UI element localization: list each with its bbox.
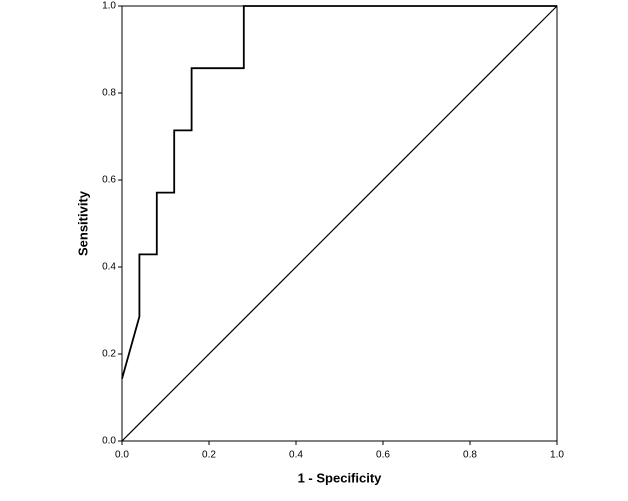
y-tick-label: 0.8 — [102, 88, 116, 99]
x-axis-title: 1 - Specificity — [298, 470, 383, 485]
x-tick-label: 0.8 — [463, 450, 477, 461]
x-tick-label: 1.0 — [550, 450, 564, 461]
y-tick-label: 0.4 — [102, 262, 116, 273]
reference-line — [121, 5, 558, 442]
x-tick-label: 0.0 — [115, 450, 129, 461]
y-tick-label: 0.0 — [102, 436, 116, 447]
y-tick-label: 0.2 — [102, 349, 116, 360]
y-axis-title: Sensitivity — [75, 190, 90, 256]
roc-curve — [121, 5, 557, 380]
x-tick-label: 0.2 — [202, 450, 216, 461]
y-tick-label: 0.6 — [102, 175, 116, 186]
y-tick-label: 1.0 — [102, 1, 116, 12]
x-tick-label: 0.6 — [376, 450, 390, 461]
x-tick-label: 0.4 — [289, 450, 303, 461]
